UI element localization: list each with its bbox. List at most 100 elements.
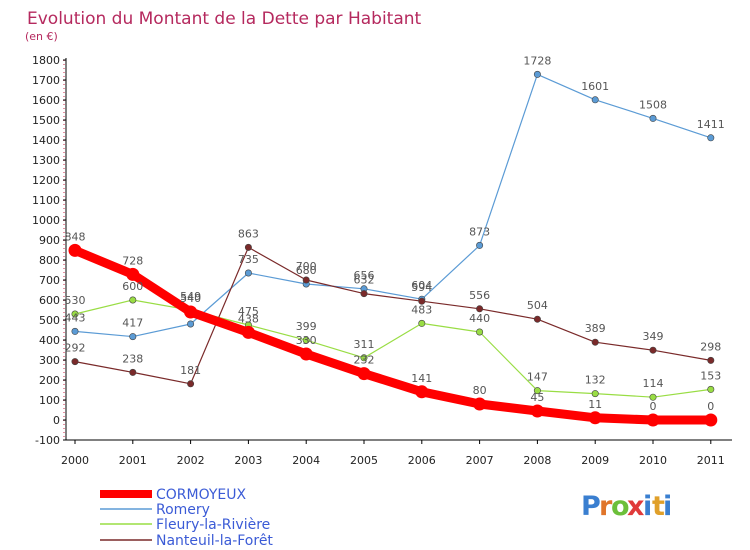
data-label: 440 [469, 312, 490, 325]
data-label: 292 [65, 342, 86, 355]
data-label: 0 [707, 400, 714, 413]
data-label: 147 [527, 371, 548, 384]
data-point [533, 387, 541, 395]
x-tick-label: 2002 [177, 454, 205, 467]
x-tick-label: 2005 [350, 454, 378, 467]
y-tick-label: 500 [39, 314, 60, 327]
legend-label: CORMOYEUX [156, 487, 247, 503]
x-tick-label: 2008 [523, 454, 551, 467]
y-tick-label: 1300 [32, 154, 60, 167]
data-label: 153 [700, 369, 721, 382]
data-point [299, 347, 313, 361]
series-line-0 [70, 245, 716, 425]
data-label: 399 [296, 320, 317, 333]
data-label: 863 [238, 227, 259, 240]
y-tick-label: 1700 [32, 74, 60, 87]
data-label: 443 [65, 311, 86, 324]
data-point [360, 354, 368, 362]
y-tick-label: 1800 [32, 54, 60, 67]
x-tick-label: 2010 [639, 454, 667, 467]
data-point [707, 356, 715, 364]
series-points [68, 70, 718, 427]
data-label: 45 [530, 391, 544, 404]
data-point [649, 346, 657, 354]
legend-label: Fleury-la-Rivière [156, 517, 270, 533]
data-label: 475 [238, 305, 259, 318]
series-line-1 [74, 73, 712, 338]
y-tick-label: -100 [35, 434, 60, 447]
data-point [360, 290, 368, 298]
legend-label: Nanteuil-la-Forêt [156, 533, 273, 549]
y-tick-label: 200 [39, 374, 60, 387]
logo-letter: x [627, 491, 644, 522]
y-tick-label: 700 [39, 274, 60, 287]
data-point [649, 114, 657, 122]
data-point [302, 276, 310, 284]
data-point [302, 336, 310, 344]
data-label: 604 [411, 279, 432, 292]
chart-title: Evolution du Montant de la Dette par Hab… [27, 9, 422, 29]
x-tick-label: 2009 [581, 454, 609, 467]
legend: CORMOYEUXRomeryFleury-la-RivièreNanteuil… [100, 487, 273, 549]
data-label: 330 [296, 334, 317, 347]
data-point [707, 385, 715, 393]
data-label: 389 [585, 322, 606, 335]
data-label: 132 [585, 374, 606, 387]
x-tick-label: 2004 [292, 454, 320, 467]
data-point [418, 297, 426, 305]
series-lines [70, 73, 716, 425]
data-point [649, 393, 657, 401]
data-point [476, 241, 484, 249]
data-label: 349 [643, 330, 664, 343]
data-point [357, 367, 371, 381]
data-point [244, 243, 252, 251]
data-point [588, 411, 602, 425]
y-tick-label: 400 [39, 334, 60, 347]
data-label: 438 [238, 312, 259, 325]
data-point [241, 325, 255, 339]
data-point [530, 404, 544, 418]
data-label: 600 [122, 280, 143, 293]
x-tick-label: 2007 [466, 454, 494, 467]
data-point [187, 380, 195, 388]
data-point [533, 315, 541, 323]
data-point [184, 305, 198, 319]
data-label: 1508 [639, 98, 667, 111]
logo-letter: t [652, 491, 665, 522]
data-point [126, 267, 140, 281]
data-label: 700 [296, 260, 317, 273]
y-tick-label: 1600 [32, 94, 60, 107]
logo-letter: i [663, 491, 672, 522]
data-point [476, 328, 484, 336]
data-label: 417 [122, 317, 143, 330]
data-label: 483 [411, 303, 432, 316]
data-label: 848 [65, 230, 86, 243]
data-label: 298 [700, 340, 721, 353]
data-point [533, 70, 541, 78]
y-tick-label: 100 [39, 394, 60, 407]
data-label: 181 [180, 364, 201, 377]
data-point [71, 310, 79, 318]
data-label: 1601 [581, 80, 609, 93]
y-tick-label: 1200 [32, 174, 60, 187]
data-point [187, 320, 195, 328]
x-tick-label: 2000 [61, 454, 89, 467]
data-label: 594 [411, 281, 432, 294]
chart-subtitle: (en €) [25, 30, 58, 43]
logo-letter: o [611, 491, 630, 522]
data-point [129, 368, 137, 376]
data-point [71, 358, 79, 366]
data-point [68, 243, 82, 257]
data-label: 114 [643, 377, 664, 390]
data-label: 632 [354, 274, 375, 287]
data-label: 556 [469, 289, 490, 302]
data-labels: 848 728 540 438 330 232 141 80 45 11 0 0 443 417 735 68… [65, 54, 725, 413]
logo-letter: i [643, 491, 652, 522]
axes: -100010020030040050060070080090010001100… [32, 54, 732, 467]
data-point [476, 305, 484, 313]
data-point [591, 390, 599, 398]
y-tick-label: 1400 [32, 134, 60, 147]
data-point [415, 385, 429, 399]
